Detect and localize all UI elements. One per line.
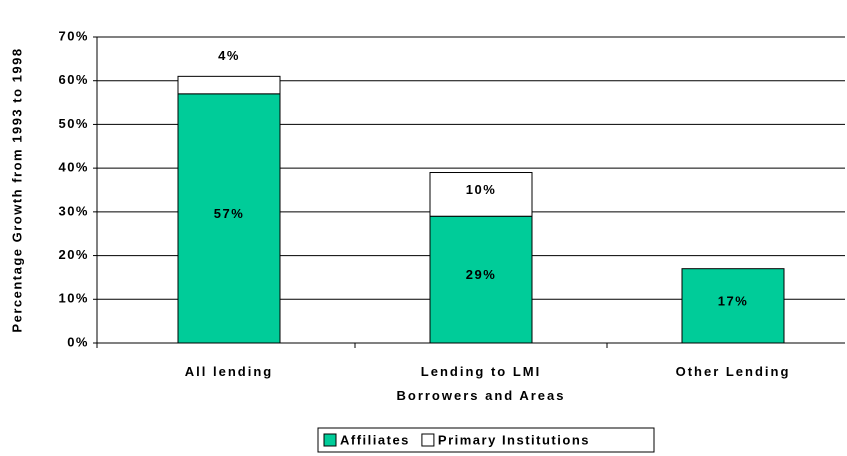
data-label: 29% [466,267,497,282]
data-label: 10% [466,182,497,197]
legend-label: Primary Institutions [438,432,590,447]
bar-segment [429,215,533,344]
data-label: 57% [214,206,245,221]
legend-swatch [323,433,337,447]
data-label: 4% [218,48,240,63]
x-tick-label: All lending [184,364,274,379]
legend-swatch [421,433,435,447]
bar-segment [429,172,533,217]
y-tick-label: 0% [67,334,89,349]
legend-label: Affiliates [340,432,410,447]
legend-box [317,427,655,453]
y-tick-label: 10% [58,291,89,306]
y-tick-label: 70% [58,28,89,43]
x-tick-label: Lending to LMI Borrowers and Areas [396,364,566,403]
y-tick-label: 40% [58,160,89,175]
y-tick-label: 30% [58,203,89,218]
x-tick-label: Other Lending [675,364,791,379]
y-tick-label: 50% [58,116,89,131]
bar-segment [177,75,281,95]
y-tick-label: 20% [58,247,89,262]
y-axis-title: Percentage Growth from 1993 to 1998 [9,47,24,332]
bar-segment [681,268,785,344]
data-label: 17% [718,293,749,308]
y-tick-label: 60% [58,72,89,87]
